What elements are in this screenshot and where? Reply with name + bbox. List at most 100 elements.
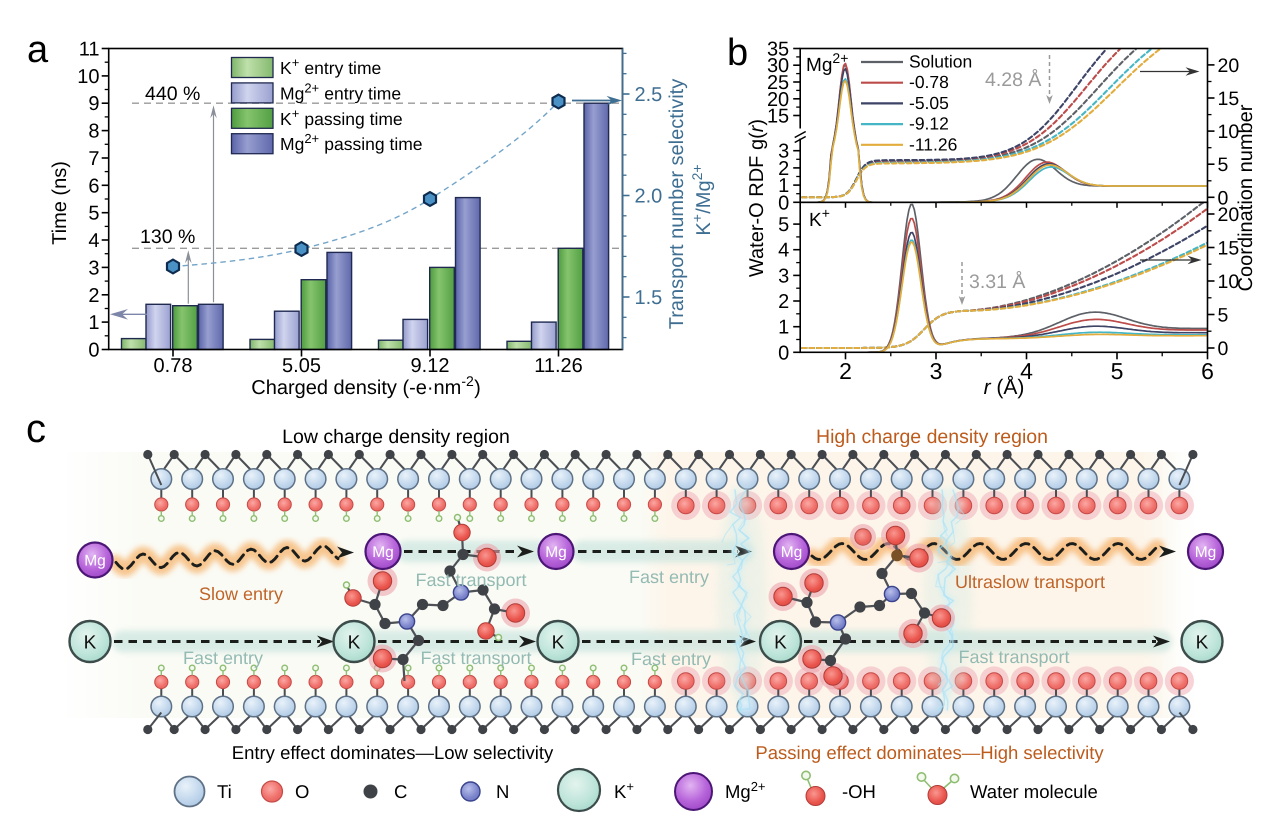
svg-text:K: K — [84, 633, 97, 654]
svg-text:a: a — [27, 29, 49, 71]
svg-text:20: 20 — [1218, 55, 1240, 77]
svg-text:0.78: 0.78 — [154, 355, 193, 377]
svg-text:Water-O RDF g(r): Water-O RDF g(r) — [746, 119, 768, 277]
svg-text:Entry effect dominates—Low sel: Entry effect dominates—Low selectivity — [232, 742, 554, 763]
svg-text:5.05: 5.05 — [282, 355, 321, 377]
svg-text:0: 0 — [1218, 338, 1229, 360]
svg-text:Coordination number: Coordination number — [1235, 104, 1257, 291]
svg-text:Low charge density region: Low charge density region — [282, 426, 510, 448]
svg-text:K+: K+ — [809, 205, 830, 231]
svg-text:15: 15 — [1218, 238, 1240, 260]
svg-text:7: 7 — [88, 148, 99, 170]
svg-text:Ultraslow transport: Ultraslow transport — [955, 572, 1105, 592]
svg-text:r (Å): r (Å) — [984, 375, 1025, 399]
svg-text:Mg: Mg — [84, 553, 106, 570]
svg-text:15: 15 — [767, 106, 789, 128]
svg-text:Fast transport: Fast transport — [420, 648, 531, 668]
svg-text:K+ passing time: K+ passing time — [280, 106, 403, 129]
svg-text:5: 5 — [1111, 358, 1124, 384]
svg-text:c: c — [26, 407, 46, 451]
svg-text:1: 1 — [88, 312, 99, 334]
svg-text:-0.78: -0.78 — [909, 72, 949, 92]
svg-text:35: 35 — [767, 39, 789, 61]
svg-text:3: 3 — [88, 257, 99, 279]
svg-text:C: C — [394, 781, 407, 802]
svg-text:5: 5 — [1218, 305, 1229, 327]
svg-text:Solution: Solution — [909, 52, 972, 72]
svg-text:Ti: Ti — [217, 781, 232, 802]
svg-text:5: 5 — [88, 203, 99, 225]
svg-text:Mg: Mg — [545, 544, 567, 561]
svg-text:Mg2+ passing time: Mg2+ passing time — [280, 131, 423, 154]
svg-text:2.5: 2.5 — [635, 84, 663, 106]
svg-text:4: 4 — [88, 230, 99, 252]
svg-text:20: 20 — [1218, 204, 1240, 226]
svg-text:0: 0 — [778, 192, 789, 214]
svg-text:0: 0 — [88, 340, 99, 362]
svg-text:K: K — [774, 633, 787, 654]
svg-text:5: 5 — [778, 214, 789, 236]
svg-text:Fast transport: Fast transport — [958, 647, 1069, 667]
svg-text:Mg: Mg — [1195, 544, 1217, 561]
svg-text:Passing effect dominates—High: Passing effect dominates—High selectivit… — [755, 742, 1104, 763]
svg-text:0: 0 — [778, 342, 789, 364]
svg-text:K+ /Mg2+: K+ /Mg2+ — [689, 164, 715, 235]
svg-text:0: 0 — [1218, 187, 1229, 209]
svg-text:Fast transport: Fast transport — [415, 570, 526, 590]
svg-text:20: 20 — [767, 89, 789, 111]
svg-text:3: 3 — [778, 265, 789, 287]
svg-text:440 %: 440 % — [145, 83, 200, 105]
svg-text:Slow entry: Slow entry — [199, 584, 283, 604]
svg-text:-9.12: -9.12 — [909, 114, 949, 134]
svg-text:High charge density region: High charge density region — [816, 426, 1048, 448]
svg-text:-5.05: -5.05 — [909, 93, 949, 113]
svg-text:b: b — [727, 32, 748, 74]
svg-text:6: 6 — [1201, 358, 1214, 384]
svg-text:2.0: 2.0 — [635, 186, 663, 208]
svg-text:2: 2 — [778, 158, 789, 180]
svg-text:2: 2 — [778, 291, 789, 313]
svg-text:Fast entry: Fast entry — [629, 567, 709, 587]
svg-text:Mg2+ entry time: Mg2+ entry time — [280, 80, 401, 103]
svg-text:Fast entry: Fast entry — [631, 649, 711, 669]
svg-text:2: 2 — [839, 358, 852, 384]
svg-text:O: O — [295, 781, 309, 802]
svg-text:30: 30 — [767, 55, 789, 77]
svg-text:11.26: 11.26 — [534, 355, 583, 377]
svg-text:Mg2+: Mg2+ — [725, 779, 766, 802]
svg-text:-11.26: -11.26 — [909, 134, 957, 154]
svg-text:Transport number selectivity: Transport number selectivity — [666, 79, 688, 329]
svg-text:4: 4 — [778, 240, 789, 262]
svg-text:10: 10 — [77, 66, 99, 88]
svg-text:N: N — [496, 781, 509, 802]
svg-text:1: 1 — [778, 317, 789, 339]
svg-text:-OH: -OH — [842, 781, 876, 802]
svg-text:Mg: Mg — [372, 544, 394, 561]
svg-text:3: 3 — [778, 141, 789, 163]
svg-text:11: 11 — [79, 39, 100, 61]
svg-text:3: 3 — [930, 358, 943, 384]
svg-text:4.28 Å: 4.28 Å — [985, 68, 1041, 91]
svg-text:Time (ns): Time (ns) — [49, 161, 71, 245]
svg-text:4: 4 — [1020, 358, 1033, 384]
svg-text:8: 8 — [88, 121, 99, 143]
svg-text:Water molecule: Water molecule — [970, 781, 1098, 802]
svg-text:Charged density (-e·nm-2 ): Charged density (-e·nm-2 ) — [251, 373, 481, 399]
svg-text:K: K — [552, 633, 565, 654]
svg-text:25: 25 — [767, 72, 789, 94]
svg-text:K: K — [348, 633, 361, 654]
svg-text:5: 5 — [1218, 154, 1229, 176]
svg-text:1: 1 — [778, 175, 789, 197]
svg-text:10: 10 — [1218, 121, 1240, 143]
svg-text:9.12: 9.12 — [411, 355, 450, 377]
svg-text:Fast entry: Fast entry — [183, 648, 263, 668]
svg-text:1.5: 1.5 — [635, 287, 663, 309]
svg-text:Mg: Mg — [781, 544, 803, 561]
svg-text:K+: K+ — [614, 779, 634, 802]
svg-text:9: 9 — [88, 93, 99, 115]
svg-text:K: K — [1196, 633, 1209, 654]
svg-text:130 %: 130 % — [140, 226, 195, 248]
svg-text:6: 6 — [88, 175, 99, 197]
svg-text:3.31 Å: 3.31 Å — [969, 270, 1025, 293]
svg-text:K+ entry time: K+ entry time — [280, 55, 381, 78]
